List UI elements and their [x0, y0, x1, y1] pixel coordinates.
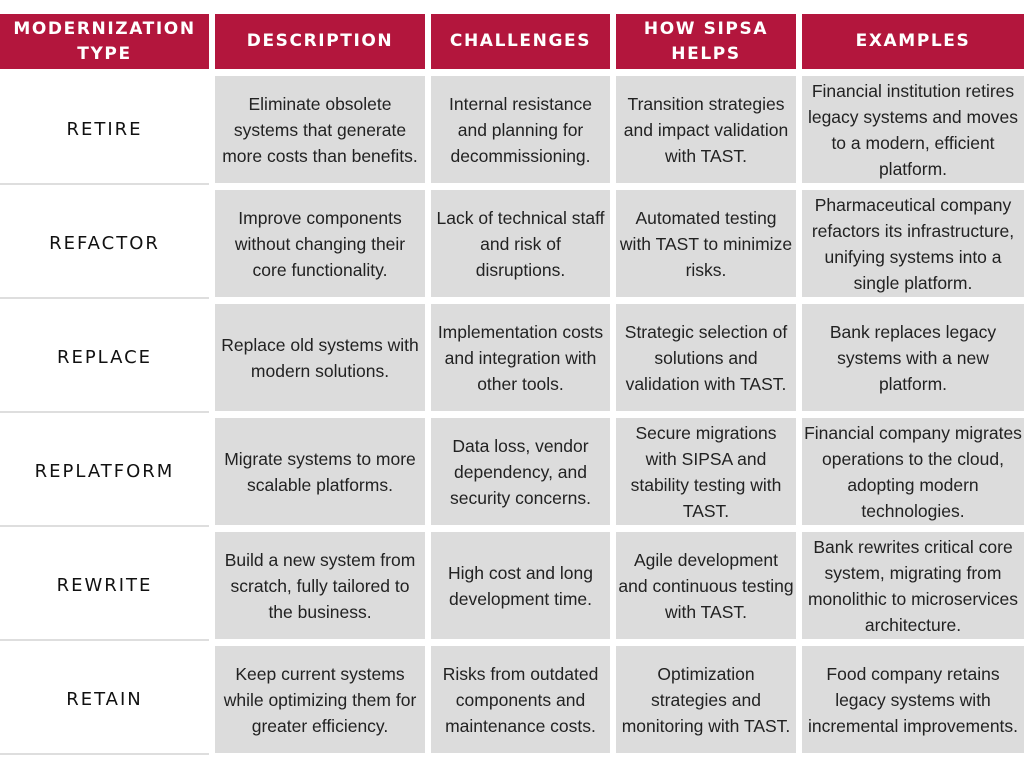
row-1-modernization-type-cell: RETIRE: [0, 76, 209, 183]
row-4-how-sipsa-helps-cell: Secure migrations with SIPSA and stabili…: [616, 418, 796, 525]
row-5-how-sipsa-helps-cell: Agile development and continuous testing…: [616, 532, 796, 639]
row-5-challenges-cell: High cost and long development time.: [431, 532, 610, 639]
row-6-modernization-type-cell: RETAIN: [0, 646, 209, 753]
row-6-examples-cell: Food company retains legacy systems with…: [802, 646, 1024, 753]
row-4-challenges-cell: Data loss, vendor dependency, and securi…: [431, 418, 610, 525]
row-3-examples-cell: Bank replaces legacy systems with a new …: [802, 304, 1024, 411]
row-separator: [0, 297, 209, 299]
row-1-examples-cell: Financial institution retires legacy sys…: [802, 76, 1024, 183]
row-6-challenges-cell: Risks from outdated components and maint…: [431, 646, 610, 753]
header-modernization-type: MODERNIZATION TYPE: [0, 14, 209, 69]
row-6-how-sipsa-helps-cell: Optimization strategies and monitoring w…: [616, 646, 796, 753]
row-separator: [0, 525, 209, 527]
row-2-how-sipsa-helps-cell: Automated testing with TAST to minimize …: [616, 190, 796, 297]
header-how-sipsa-helps: HOW SIPSA HELPS: [616, 14, 796, 69]
row-4-examples-cell: Financial company migrates operations to…: [802, 418, 1024, 525]
row-3-modernization-type-cell: REPLACE: [0, 304, 209, 411]
row-5-modernization-type-cell: REWRITE: [0, 532, 209, 639]
row-separator: [0, 411, 209, 413]
row-1-description-cell: Eliminate obsolete systems that generate…: [215, 76, 425, 183]
row-4-description-cell: Migrate systems to more scalable platfor…: [215, 418, 425, 525]
row-5-description-cell: Build a new system from scratch, fully t…: [215, 532, 425, 639]
row-3-how-sipsa-helps-cell: Strategic selection of solutions and val…: [616, 304, 796, 411]
header-challenges: CHALLENGES: [431, 14, 610, 69]
row-separator: [0, 639, 209, 641]
row-2-description-cell: Improve components without changing thei…: [215, 190, 425, 297]
row-6-description-cell: Keep current systems while optimizing th…: [215, 646, 425, 753]
row-4-modernization-type-cell: REPLATFORM: [0, 418, 209, 525]
row-separator: [0, 753, 209, 755]
row-5-examples-cell: Bank rewrites critical core system, migr…: [802, 532, 1024, 639]
row-3-challenges-cell: Implementation costs and integration wit…: [431, 304, 610, 411]
row-1-challenges-cell: Internal resistance and planning for dec…: [431, 76, 610, 183]
row-2-examples-cell: Pharmaceutical company refactors its inf…: [802, 190, 1024, 297]
header-description: DESCRIPTION: [215, 14, 425, 69]
row-3-description-cell: Replace old systems with modern solution…: [215, 304, 425, 411]
row-2-challenges-cell: Lack of technical staff and risk of disr…: [431, 190, 610, 297]
header-examples: EXAMPLES: [802, 14, 1024, 69]
row-separator: [0, 183, 209, 185]
row-1-how-sipsa-helps-cell: Transition strategies and impact validat…: [616, 76, 796, 183]
row-2-modernization-type-cell: REFACTOR: [0, 190, 209, 297]
